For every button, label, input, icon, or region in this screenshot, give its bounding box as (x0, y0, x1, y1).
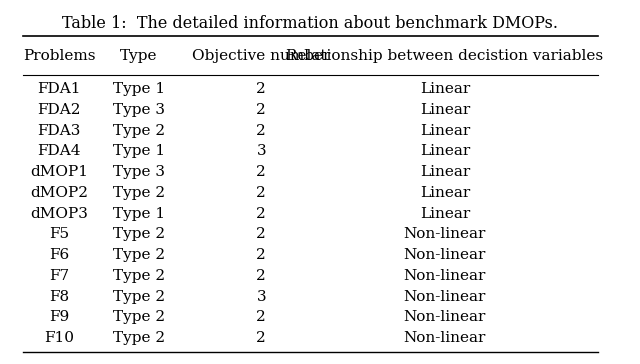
Text: Type 3: Type 3 (113, 165, 165, 179)
Text: F10: F10 (44, 331, 74, 345)
Text: Non-linear: Non-linear (404, 228, 486, 241)
Text: Relationship between decistion variables: Relationship between decistion variables (286, 49, 604, 63)
Text: dMOP3: dMOP3 (30, 207, 88, 221)
Text: Type 2: Type 2 (113, 331, 165, 345)
Text: Linear: Linear (420, 82, 470, 96)
Text: 2: 2 (257, 269, 266, 283)
Text: F7: F7 (49, 269, 69, 283)
Text: 2: 2 (257, 165, 266, 179)
Text: Problems: Problems (23, 49, 95, 63)
Text: F6: F6 (49, 248, 69, 262)
Text: 2: 2 (257, 124, 266, 138)
Text: Type: Type (120, 49, 157, 63)
Text: dMOP2: dMOP2 (30, 186, 88, 200)
Text: 3: 3 (257, 290, 266, 304)
Text: Linear: Linear (420, 103, 470, 117)
Text: Linear: Linear (420, 186, 470, 200)
Text: F9: F9 (49, 310, 69, 324)
Text: Non-linear: Non-linear (404, 310, 486, 324)
Text: 2: 2 (257, 186, 266, 200)
Text: Type 2: Type 2 (113, 186, 165, 200)
Text: Type 2: Type 2 (113, 124, 165, 138)
Text: Linear: Linear (420, 145, 470, 158)
Text: Type 1: Type 1 (113, 82, 165, 96)
Text: Linear: Linear (420, 207, 470, 221)
Text: Type 1: Type 1 (113, 145, 165, 158)
Text: Type 2: Type 2 (113, 290, 165, 304)
Text: 2: 2 (257, 207, 266, 221)
Text: Type 2: Type 2 (113, 269, 165, 283)
Text: Linear: Linear (420, 165, 470, 179)
Text: dMOP1: dMOP1 (30, 165, 88, 179)
Text: Non-linear: Non-linear (404, 331, 486, 345)
Text: Non-linear: Non-linear (404, 290, 486, 304)
Text: Non-linear: Non-linear (404, 248, 486, 262)
Text: FDA2: FDA2 (38, 103, 81, 117)
Text: 2: 2 (257, 82, 266, 96)
Text: Objective number: Objective number (192, 49, 330, 63)
Text: Type 2: Type 2 (113, 310, 165, 324)
Text: 3: 3 (257, 145, 266, 158)
Text: 2: 2 (257, 331, 266, 345)
Text: Type 2: Type 2 (113, 248, 165, 262)
Text: Type 2: Type 2 (113, 228, 165, 241)
Text: 2: 2 (257, 248, 266, 262)
Text: Type 1: Type 1 (113, 207, 165, 221)
Text: Linear: Linear (420, 124, 470, 138)
Text: FDA1: FDA1 (38, 82, 81, 96)
Text: Table 1:  The detailed information about benchmark DMOPs.: Table 1: The detailed information about … (62, 15, 558, 32)
Text: Type 3: Type 3 (113, 103, 165, 117)
Text: 2: 2 (257, 310, 266, 324)
Text: FDA3: FDA3 (38, 124, 81, 138)
Text: 2: 2 (257, 103, 266, 117)
Text: FDA4: FDA4 (38, 145, 81, 158)
Text: 2: 2 (257, 228, 266, 241)
Text: F8: F8 (49, 290, 69, 304)
Text: F5: F5 (49, 228, 69, 241)
Text: Non-linear: Non-linear (404, 269, 486, 283)
